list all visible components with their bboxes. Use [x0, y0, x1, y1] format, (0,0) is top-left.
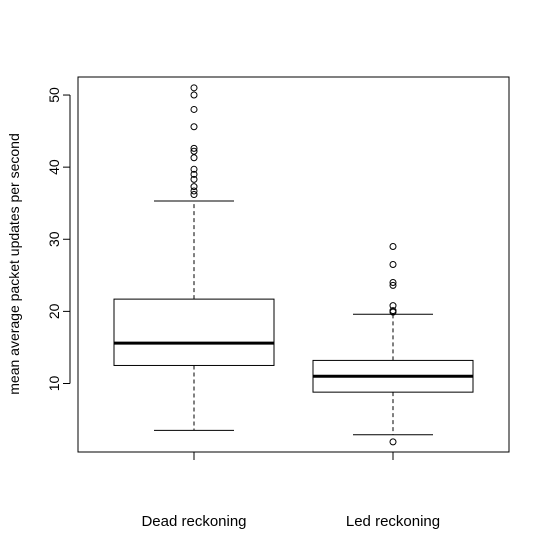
y-tick-label: 10	[46, 375, 62, 391]
x-category-label: Led reckoning	[346, 513, 440, 530]
outlier-point	[190, 191, 198, 199]
outlier-point	[389, 307, 397, 315]
y-tick-label: 20	[46, 303, 62, 319]
outlier-point	[190, 84, 198, 92]
outlier-point	[389, 242, 397, 250]
outlier-point	[190, 123, 198, 131]
outlier-point	[190, 91, 198, 99]
box-group	[312, 242, 474, 446]
outlier-point	[190, 165, 198, 173]
outlier-point	[389, 279, 397, 287]
outlier-point	[389, 261, 397, 268]
y-axis-title: mean average packet updates per second	[6, 133, 22, 395]
boxes-layer	[113, 84, 474, 446]
box-group	[113, 84, 275, 431]
outlier-point	[190, 144, 198, 152]
y-tick-label: 40	[46, 159, 62, 175]
x-category-label: Dead reckoning	[141, 513, 246, 530]
outlier-point	[389, 438, 397, 446]
outlier-point	[190, 170, 198, 178]
outlier-point	[190, 154, 198, 162]
outlier-point	[389, 281, 397, 289]
y-axis: 10 20 30 40 50	[46, 87, 71, 391]
iqr-box	[113, 298, 275, 366]
y-tick-label: 30	[46, 231, 62, 247]
outlier-point	[190, 187, 198, 195]
plot-frame	[77, 76, 510, 453]
outlier-point	[190, 175, 198, 183]
outlier-point	[190, 105, 198, 113]
outlier-point	[190, 147, 198, 155]
y-tick-label: 50	[46, 87, 62, 103]
x-axis: Dead reckoning Led reckoning	[141, 452, 440, 530]
outlier-point	[389, 302, 397, 310]
outlier-point	[190, 183, 198, 191]
